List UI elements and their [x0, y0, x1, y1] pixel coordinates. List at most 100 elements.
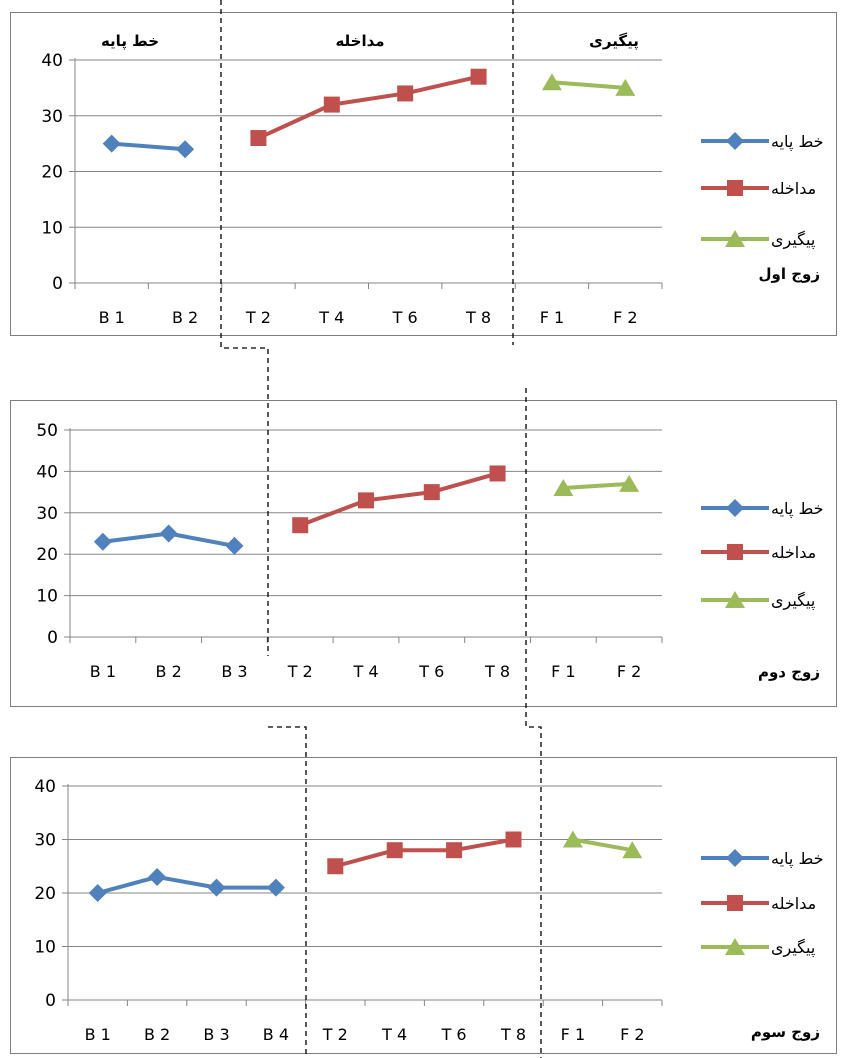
legend-marker-followup: [725, 591, 745, 608]
series-followup: [541, 73, 636, 96]
legend-label-baseline: خط پایه: [771, 499, 824, 519]
chart-frame: [10, 12, 837, 336]
x-tick-label: F 2: [613, 308, 637, 327]
series-line-followup: [563, 481, 630, 490]
data-point-intervention: [386, 842, 403, 859]
series-intervention: [292, 465, 506, 534]
data-point-intervention: [327, 858, 344, 875]
panel-label: زوج اول: [759, 265, 820, 283]
legend-marker-followup: [725, 938, 745, 955]
y-tick-label: 10: [41, 218, 63, 238]
data-point-followup: [553, 478, 574, 496]
x-tick-label: T 8: [465, 308, 491, 327]
data-point-followup: [622, 841, 643, 859]
series-baseline: [102, 134, 195, 159]
data-point-baseline: [266, 878, 285, 897]
y-tick-label: 0: [47, 628, 58, 648]
legend-marker-followup: [725, 230, 745, 247]
legend-marker-baseline: [726, 499, 744, 517]
series-line-intervention: [334, 837, 514, 869]
phase-divider-4: [268, 726, 307, 1058]
y-tick-label: 0: [45, 991, 56, 1011]
x-tick-label: T 6: [418, 662, 444, 681]
y-tick-label: 40: [36, 462, 58, 482]
legend-label-intervention: مداخله: [771, 543, 816, 562]
data-point-followup: [562, 830, 583, 848]
y-tick-label: 10: [34, 938, 56, 958]
legend-marker-baseline: [726, 849, 744, 867]
series-followup: [562, 830, 643, 859]
y-tick-label: 30: [36, 504, 58, 524]
phase-header-baseline: خط پایه: [101, 32, 159, 51]
x-tick-label: B 4: [263, 1025, 289, 1044]
x-tick-label: T 2: [322, 1025, 348, 1044]
x-tick-label: B 3: [221, 662, 247, 681]
data-point-baseline: [159, 524, 178, 543]
series-intervention: [327, 831, 522, 875]
x-tick-label: B 2: [172, 308, 198, 327]
data-point-intervention: [489, 465, 506, 482]
legend-marker-intervention: [727, 544, 743, 560]
legend-label-intervention: مداخله: [771, 179, 816, 198]
x-tick-label: B 1: [90, 662, 116, 681]
data-point-baseline: [176, 140, 195, 159]
x-tick-label: T 8: [484, 662, 510, 681]
x-tick-label: B 2: [144, 1025, 170, 1044]
series-line-followup: [551, 80, 626, 90]
y-tick-label: 20: [41, 163, 63, 183]
chart-panel-3: 0 10 20 30 40 B 1 B 2 B 3 B 4 T 2 T 4 T 6 T 8 F 1 F 2 خ…: [10, 757, 837, 1054]
data-point-intervention: [446, 842, 463, 859]
legend-marker-intervention: [727, 180, 743, 196]
legend-label-intervention: مداخله: [771, 894, 816, 913]
chart-panel-2: 0 10 20 30 40 50 B 1 B 2 B 3 T 2 T 4 T 6 T 8 F 1 F 2 خط…: [10, 400, 837, 707]
x-tick-label: F 1: [551, 662, 575, 681]
legend: خط پایه مداخله پیگیری: [701, 499, 824, 611]
x-tick-label: B 1: [85, 1025, 111, 1044]
x-tick-label: F 1: [540, 308, 564, 327]
y-tick-label: 0: [52, 274, 63, 294]
phase-divider-3: [525, 388, 542, 1058]
chart-frame: [10, 400, 837, 707]
y-tick-label: 50: [36, 421, 58, 441]
x-tick-label: B 3: [203, 1025, 229, 1044]
x-tick-label: B 2: [156, 662, 182, 681]
y-tick-label: 40: [41, 51, 63, 71]
data-point-intervention: [292, 517, 309, 534]
series-line-followup: [572, 837, 633, 853]
x-tick-label: T 6: [441, 1025, 467, 1044]
series-baseline: [88, 867, 285, 902]
x-tick-label: F 2: [620, 1025, 644, 1044]
data-point-intervention: [323, 96, 340, 113]
panel-label: زوج سوم: [751, 1023, 820, 1041]
series-line-intervention: [257, 74, 480, 140]
y-tick-label: 20: [36, 545, 58, 565]
legend-marker-intervention: [727, 895, 743, 911]
data-point-baseline: [207, 878, 226, 897]
phase-headers: خط پایه مداخله پیگیری: [101, 32, 639, 51]
chart-panel-1: 0 10 20 30 40 B 1 B 2 T 2 T 4 T 6 T 8 F 1 F 2 خط پایه…: [10, 12, 837, 336]
x-tick-label: T 4: [318, 308, 344, 327]
x-tick-label: T 2: [287, 662, 313, 681]
data-point-followup: [619, 474, 640, 492]
data-point-baseline: [148, 867, 167, 886]
data-point-intervention: [423, 484, 440, 501]
phase-divider-lines: [220, 0, 542, 1058]
x-tick-label: B 1: [99, 308, 125, 327]
x-tick-label: T 6: [392, 308, 418, 327]
data-point-followup: [615, 78, 636, 96]
legend-label-baseline: خط پایه: [771, 132, 824, 152]
y-tick-label: 40: [34, 777, 56, 797]
x-tick-label: T 4: [352, 662, 378, 681]
series-line-baseline: [97, 874, 276, 895]
data-point-baseline: [88, 884, 107, 902]
legend-label-baseline: خط پایه: [771, 849, 824, 869]
x-tick-label: T 4: [381, 1025, 407, 1044]
data-point-intervention: [250, 130, 267, 147]
y-tick-label: 10: [36, 587, 58, 607]
data-point-baseline: [102, 134, 121, 153]
y-tick-label: 30: [34, 831, 56, 851]
panel-label: زوج دوم: [758, 663, 820, 681]
series-baseline: [93, 524, 244, 555]
legend-label-followup: پیگیری: [771, 591, 815, 611]
legend: خط پایه مداخله پیگیری: [701, 849, 824, 958]
